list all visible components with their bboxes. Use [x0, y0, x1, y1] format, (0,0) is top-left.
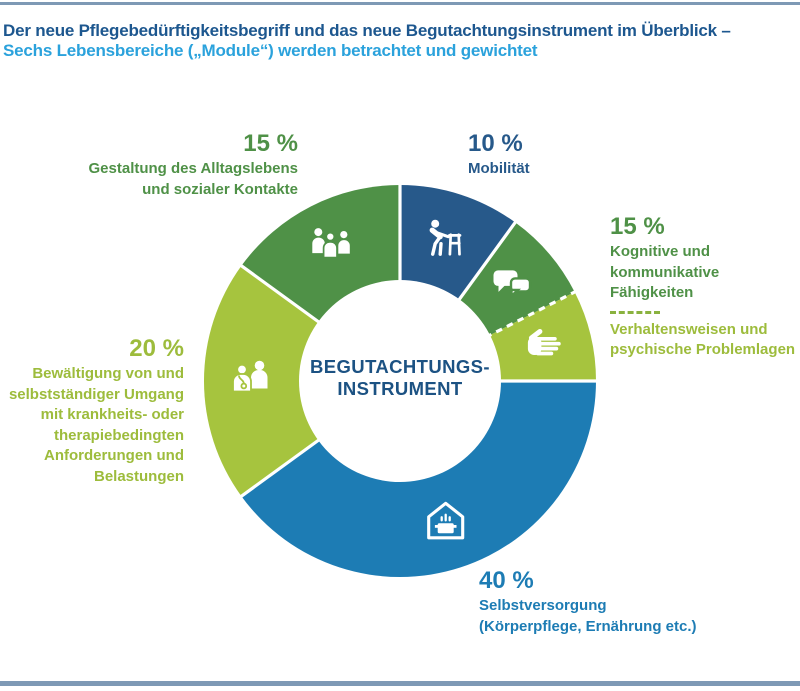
label-bewaeltigung: 20 % Bewältigung von und selbstständiger…: [9, 336, 184, 487]
label-line: psychische Problemlagen: [610, 341, 796, 358]
center-label-line: BEGUTACHTUNGS-: [310, 356, 490, 377]
speech-bubbles-icon: [493, 270, 532, 299]
bottom-rule: [0, 681, 800, 686]
center-label-line: INSTRUMENT: [337, 378, 463, 399]
pct-bewaeltigung: 20 %: [129, 335, 184, 362]
label-line: Kognitive und kommunikative: [610, 243, 720, 281]
doctor-patient-icon: [232, 360, 268, 393]
label-line: Selbstversorgung: [479, 597, 607, 614]
page-header: Der neue Pflegebedürftigkeitsbegriff und…: [3, 21, 731, 61]
label-kognitiv-verhalten: 15 % Kognitive und kommunikative Fähigke…: [610, 214, 800, 361]
dashed-divider: [610, 310, 660, 314]
label-line: Mobilität: [468, 160, 530, 177]
label-line: therapiebedingten: [53, 426, 184, 444]
label-line: mit krankheits- oder: [40, 406, 184, 423]
label-selbstversorgung: 40 % Selbstversorgung (Körperpflege, Ern…: [479, 568, 697, 637]
label-line: Gestaltung des Alltagslebens: [88, 160, 299, 177]
label-line: Verhaltensweisen und: [610, 320, 768, 338]
label-line: Belastungen: [93, 467, 184, 485]
house-pot-icon: [427, 501, 465, 540]
label-line: Fähigkeiten: [610, 284, 694, 301]
top-rule: [0, 2, 800, 5]
pct-gestaltung: 15 %: [243, 130, 298, 157]
people-group-icon: [312, 228, 350, 259]
pct-selbstversorgung: 40 %: [479, 567, 534, 594]
label-mobilitaet: 10 % Mobilität: [468, 131, 530, 180]
label-line: Anforderungen und: [44, 447, 184, 464]
page-subtitle: Sechs Lebensbereiche („Module“) werden b…: [3, 41, 538, 60]
page-title: Der neue Pflegebedürftigkeitsbegriff und…: [3, 21, 731, 40]
pct-kognitiv: 15 %: [610, 213, 665, 240]
pct-mobilitaet: 10 %: [468, 130, 523, 157]
walker-icon: [429, 219, 462, 256]
label-line: und sozialer Kontakte: [142, 180, 298, 198]
donut-hole: [299, 280, 501, 482]
label-line: (Körperpflege, Ernährung etc.): [479, 617, 697, 635]
donut-center-label: BEGUTACHTUNGS- INSTRUMENT: [290, 356, 510, 400]
label-line: selbstständiger Umgang: [8, 385, 184, 403]
label-gestaltung: 15 % Gestaltung des Alltagslebens und so…: [89, 131, 299, 200]
hand-icon: [527, 329, 561, 356]
label-line: Bewältigung von und: [32, 365, 184, 382]
